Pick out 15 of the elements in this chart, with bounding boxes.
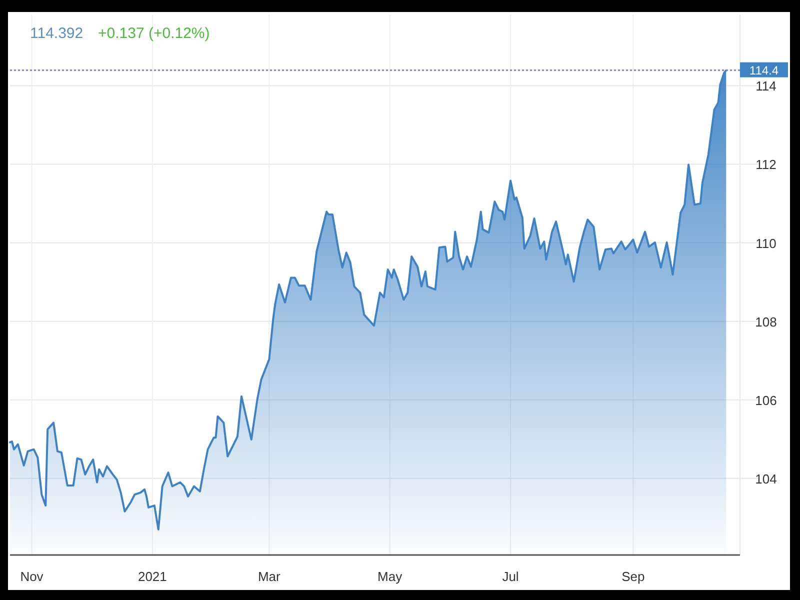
y-tick-label: 112 [756, 157, 776, 172]
y-tick-label: 114 [756, 78, 776, 94]
x-tick-label: 2021 [138, 569, 167, 584]
x-tick-label: Jul [502, 569, 519, 584]
y-tick-label: 104 [755, 471, 777, 486]
text: +0.137 (+0.12%) [98, 25, 210, 42]
x-tick-label: Sep [622, 569, 645, 584]
y-tick-label: 106 [755, 392, 777, 408]
ref-line-label: 114.4 [749, 63, 779, 78]
x-tick-label: Nov [20, 569, 44, 584]
x-tick-label: Mar [258, 569, 282, 584]
text: 114.392 [30, 25, 84, 42]
x-tick-label: May [378, 569, 403, 584]
y-tick-label: 110 [756, 236, 776, 251]
y-tick-label: 108 [755, 314, 777, 330]
